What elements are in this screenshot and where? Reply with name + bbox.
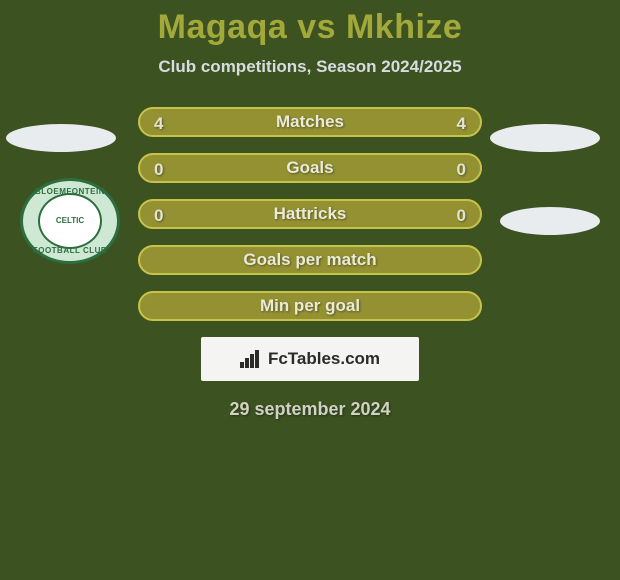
stat-label: Goals — [286, 158, 333, 178]
date-label: 29 september 2024 — [0, 399, 620, 420]
club-badge-left: BLOEMFONTEIN CELTIC FOOTBALL CLUB — [20, 178, 120, 264]
stat-label: Min per goal — [260, 296, 360, 316]
player-avatar-right — [490, 124, 600, 152]
club-badge-right — [500, 178, 600, 264]
player-avatar-left — [6, 124, 116, 152]
stat-value-left: 0 — [154, 155, 163, 185]
logo-chart-icon — [240, 350, 262, 368]
stat-label: Goals per match — [243, 250, 376, 270]
stat-row: Min per goal — [138, 291, 482, 321]
stat-label: Matches — [276, 112, 344, 132]
badge-text-bottom: FOOTBALL CLUB — [23, 246, 117, 255]
stat-value-right: 4 — [457, 109, 466, 139]
stat-value-right: 0 — [457, 201, 466, 231]
stat-value-left: 0 — [154, 201, 163, 231]
badge-center: CELTIC — [38, 193, 102, 249]
stat-row: Matches 4 4 — [138, 107, 482, 137]
stat-value-left: 4 — [154, 109, 163, 139]
fctables-logo: FcTables.com — [201, 337, 419, 381]
stat-value-right: 0 — [457, 155, 466, 185]
logo-text: FcTables.com — [268, 349, 380, 369]
badge-text-top: BLOEMFONTEIN — [23, 187, 117, 196]
subtitle: Club competitions, Season 2024/2025 — [0, 57, 620, 77]
page-title: Magaqa vs Mkhize — [0, 0, 620, 47]
stat-row: Goals 0 0 — [138, 153, 482, 183]
stats-container: Matches 4 4 Goals 0 0 Hattricks 0 0 Goals per mat… — [138, 107, 482, 321]
stat-row: Hattricks 0 0 — [138, 199, 482, 229]
stat-row: Goals per match — [138, 245, 482, 275]
stat-label: Hattricks — [274, 204, 347, 224]
